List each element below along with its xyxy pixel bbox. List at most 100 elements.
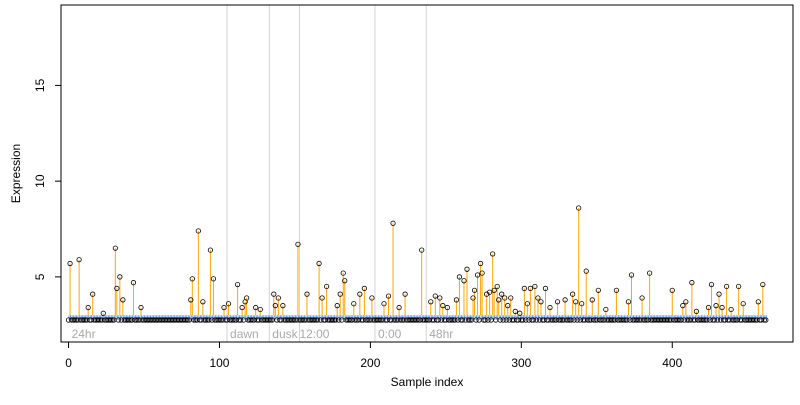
y-tick-label: 10 (33, 174, 47, 188)
peak-point (221, 304, 227, 311)
background-point (473, 317, 479, 323)
background-point (550, 317, 556, 323)
background-point (339, 317, 345, 323)
background-point (533, 317, 540, 323)
x-tick-label: 100 (209, 356, 229, 370)
background-point (414, 317, 420, 323)
peak-point (390, 220, 396, 226)
background-point (624, 317, 630, 323)
peak-point (613, 287, 620, 293)
peak-point (453, 297, 460, 303)
peak-point (76, 257, 82, 263)
background-point (391, 317, 398, 323)
background-point (346, 317, 352, 323)
peak-point (357, 291, 363, 297)
background-point (185, 317, 191, 323)
background-point (248, 317, 254, 323)
background-point (191, 317, 197, 323)
peak-point (188, 297, 194, 303)
background-point (115, 317, 121, 323)
peak-point (316, 260, 322, 267)
peak-point (532, 283, 538, 290)
peak-point (760, 281, 766, 288)
peak-point (200, 299, 206, 305)
peak-point (138, 304, 144, 311)
background-point (568, 317, 574, 323)
background-point (206, 317, 212, 323)
background-point (330, 317, 336, 323)
background-point (449, 317, 455, 323)
background-point (465, 317, 472, 323)
background-point (203, 317, 209, 323)
peak-point (207, 247, 214, 253)
peak-point (351, 301, 357, 307)
background-point (336, 317, 342, 323)
background-point (701, 317, 707, 323)
peak-point (683, 299, 689, 305)
peak-point (496, 297, 502, 303)
background-point (268, 317, 274, 323)
background-point (314, 317, 321, 323)
peak-point (708, 281, 715, 288)
peak-point (85, 304, 91, 311)
peak-point (324, 283, 330, 290)
peak-point (432, 293, 438, 299)
peak-stems (69, 207, 764, 316)
peak-point (444, 304, 450, 311)
peak-point (723, 283, 730, 290)
peak-point (517, 310, 523, 316)
background-point (452, 317, 458, 323)
peak-point (239, 304, 245, 311)
peak-point (491, 287, 497, 293)
peak-point (244, 295, 250, 301)
background-point (711, 317, 718, 323)
peak-point (471, 287, 478, 293)
peak-point (210, 276, 217, 282)
peak-point (538, 299, 544, 305)
background-point (397, 317, 404, 323)
background-point (731, 317, 737, 323)
background-point (642, 317, 648, 323)
x-tick-label: 400 (662, 356, 682, 370)
background-point (591, 317, 597, 323)
background-point (571, 317, 577, 323)
peak-point (527, 285, 533, 291)
peak-point (396, 304, 402, 311)
peak-point (464, 266, 470, 272)
x-axis-title: Sample index (391, 375, 464, 389)
background-point (665, 317, 671, 323)
background-point (266, 317, 272, 323)
peak-point (275, 295, 281, 301)
peak-point (693, 308, 700, 314)
peak-point (257, 306, 263, 313)
peak-point (195, 228, 201, 234)
peak-point (647, 270, 653, 276)
peak-point (334, 303, 340, 309)
background-point (71, 317, 78, 323)
peak-point (740, 301, 746, 307)
peak-point (342, 278, 348, 284)
background-point (675, 317, 681, 323)
background-point (126, 317, 132, 323)
background-point (241, 317, 247, 323)
background-point (423, 317, 429, 323)
background-point (183, 317, 189, 323)
background-point (96, 317, 102, 323)
peak-point (381, 301, 387, 307)
peak-point (437, 295, 443, 301)
background-point (435, 317, 441, 323)
peak-point (639, 295, 645, 301)
peak-point (490, 251, 496, 257)
peak-point (225, 301, 232, 307)
peak-point (535, 295, 541, 301)
plot-frame (60, 4, 794, 343)
background-point (503, 317, 509, 323)
background-point (230, 317, 236, 323)
peak-point (521, 285, 527, 291)
background-point (108, 317, 114, 323)
peak-point (253, 304, 259, 311)
peak-point (595, 287, 601, 293)
background-point (364, 317, 370, 323)
